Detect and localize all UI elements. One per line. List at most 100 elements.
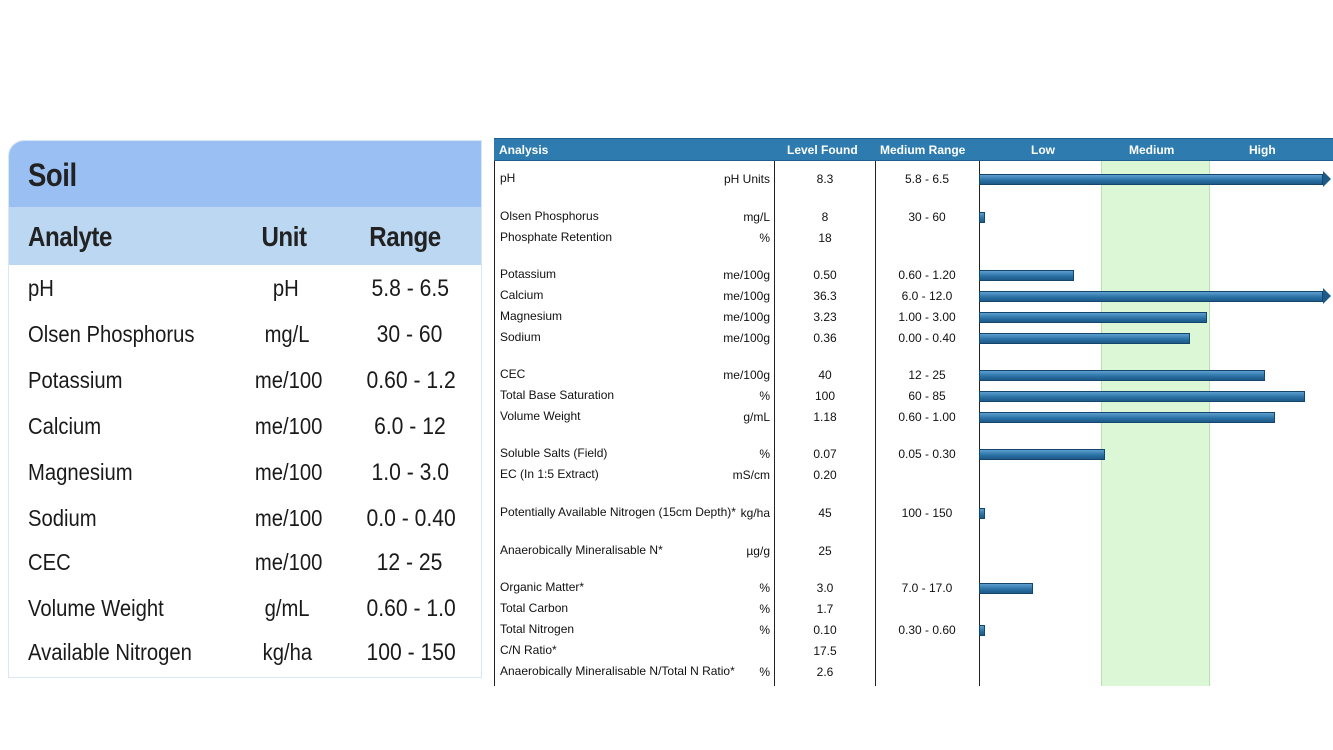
unit-cell: pH Units bbox=[723, 172, 770, 186]
header-level-found: Level Found bbox=[787, 143, 858, 157]
header-analyte: Analyte bbox=[28, 221, 112, 252]
report-row: pH pH Units 8.3 5.8 - 6.5 bbox=[495, 169, 1333, 190]
header-medium: Medium bbox=[1129, 143, 1175, 157]
analyte-cell: Magnesium bbox=[500, 309, 563, 323]
level-bar bbox=[979, 291, 1323, 302]
unit-cell: % bbox=[759, 665, 770, 679]
table-title-bar: Soil bbox=[9, 141, 481, 207]
level-found-cell: 8 bbox=[821, 210, 829, 224]
unit-cell: % bbox=[759, 602, 770, 616]
level-found-cell: 18 bbox=[818, 231, 832, 245]
analyte-cell: Calcium bbox=[28, 413, 102, 439]
level-found-cell: 3.0 bbox=[816, 581, 834, 595]
level-found-cell: 8.3 bbox=[816, 172, 834, 186]
analyte-cell: Volume Weight bbox=[500, 409, 581, 423]
report-row: Total Nitrogen% 0.10 0.30 - 0.60 bbox=[495, 620, 1333, 641]
report-row: EC (In 1:5 Extract) mS/cm 0.20 bbox=[495, 465, 1333, 486]
medium-range-cell: 0.00 - 0.40 bbox=[898, 331, 956, 345]
analyte-cell: Anaerobically Mineralisable N/Total N Ra… bbox=[500, 664, 735, 678]
table-title: Soil bbox=[28, 157, 77, 193]
analyte-cell: Phosphate Retention bbox=[500, 230, 613, 244]
analyte-cell: Sodium bbox=[500, 330, 541, 344]
soil-ranges-table: Soil Analyte Unit Range pH pH 5.8 - 6.5 Ols… bbox=[8, 140, 482, 678]
table-row: Olsen Phosphorus mg/L 30 - 60 bbox=[9, 311, 481, 355]
medium-range-cell: 6.0 - 12.0 bbox=[901, 289, 953, 303]
analyte-cell: Potassium bbox=[28, 367, 123, 393]
level-bar bbox=[979, 174, 1323, 185]
unit-cell: me/100 bbox=[254, 459, 323, 485]
unit-cell: % bbox=[759, 623, 770, 637]
medium-range-cell: 0.30 - 0.60 bbox=[898, 623, 956, 637]
analyte-cell: CEC bbox=[28, 549, 71, 575]
level-found-cell: 0.20 bbox=[813, 468, 837, 482]
column-divider bbox=[774, 161, 775, 686]
unit-cell: % bbox=[759, 581, 770, 595]
table-row: Magnesium me/100 1.0 - 3.0 bbox=[9, 449, 481, 493]
report-row: Total Carbon% 1.7 bbox=[495, 599, 1333, 620]
unit-cell: me/100g bbox=[723, 310, 770, 324]
analyte-cell: pH bbox=[28, 275, 54, 301]
unit-cell: µg/g bbox=[746, 544, 770, 558]
unit-cell: me/100 bbox=[254, 549, 323, 575]
report-row: C/N Ratio* 17.5 bbox=[495, 641, 1333, 662]
report-row: Volume Weight g/mL 1.18 0.60 - 1.00 bbox=[495, 407, 1333, 428]
analyte-cell: Magnesium bbox=[28, 459, 133, 485]
table-row: Sodium me/100 0.0 - 0.40 bbox=[9, 495, 481, 539]
level-found-cell: 100 bbox=[814, 389, 836, 403]
level-found-cell: 36.3 bbox=[813, 289, 837, 303]
analyte-cell: C/N Ratio* bbox=[500, 643, 557, 657]
medium-range-cell: 30 - 60 bbox=[908, 210, 946, 224]
unit-cell: me/100 bbox=[254, 413, 323, 439]
report-body: pH pH Units 8.3 5.8 - 6.5 Olsen Phosphorus mg… bbox=[494, 161, 1333, 686]
level-found-cell: 0.36 bbox=[813, 331, 837, 345]
analyte-cell: Sodium bbox=[28, 505, 97, 531]
unit-cell: g/mL bbox=[743, 410, 770, 424]
report-row: CEC me/100g 40 12 - 25 bbox=[495, 365, 1333, 386]
unit-cell: % bbox=[759, 447, 770, 461]
unit-cell: mS/cm bbox=[732, 468, 770, 482]
level-bar bbox=[979, 508, 985, 519]
table-row: Calcium me/100 6.0 - 12 bbox=[9, 403, 481, 447]
level-bar bbox=[979, 625, 985, 636]
table-row: CEC me/100 12 - 25 bbox=[9, 539, 481, 583]
header-low: Low bbox=[1031, 143, 1055, 157]
unit-cell: me/100g bbox=[723, 368, 770, 382]
medium-range-cell: 0.05 - 0.30 bbox=[898, 447, 956, 461]
level-bar bbox=[979, 212, 985, 223]
medium-range-cell: 5.8 - 6.5 bbox=[904, 172, 950, 186]
analyte-cell: CEC bbox=[500, 367, 526, 381]
range-cell: 0.0 - 0.40 bbox=[366, 505, 456, 532]
range-cell: 0.60 - 1.2 bbox=[366, 367, 456, 394]
table-row: Potassium me/100 0.60 - 1.2 bbox=[9, 357, 481, 401]
level-bar bbox=[979, 412, 1275, 423]
level-bar bbox=[979, 333, 1190, 344]
level-bar bbox=[979, 391, 1305, 402]
level-bar bbox=[979, 449, 1105, 460]
analyte-cell: Volume Weight bbox=[28, 595, 164, 621]
analyte-cell: Potassium bbox=[500, 267, 557, 281]
range-cell: 100 - 150 bbox=[366, 639, 456, 666]
analyte-cell: Potentially Available Nitrogen (15cm Dep… bbox=[500, 505, 736, 519]
column-divider bbox=[979, 161, 980, 686]
unit-cell: kg/ha bbox=[262, 639, 313, 665]
soil-analysis-report: Analysis Level Found Medium Range Low Me… bbox=[494, 138, 1333, 686]
analyte-cell: Total Base Saturation bbox=[500, 388, 615, 402]
level-found-cell: 40 bbox=[818, 368, 832, 382]
table-row: Volume Weight g/mL 0.60 - 1.0 bbox=[9, 585, 481, 629]
unit-cell: kg/ha bbox=[740, 506, 770, 520]
analyte-cell: Organic Matter* bbox=[500, 580, 585, 594]
level-found-cell: 45 bbox=[818, 506, 832, 520]
overflow-arrow-icon bbox=[1323, 171, 1331, 187]
level-found-cell: 17.5 bbox=[813, 644, 837, 658]
unit-cell: me/100g bbox=[723, 268, 770, 282]
medium-range-cell: 1.00 - 3.00 bbox=[898, 310, 956, 324]
report-row: Sodium me/100g 0.36 0.00 - 0.40 bbox=[495, 328, 1333, 349]
report-header-row: Analysis Level Found Medium Range Low Me… bbox=[494, 138, 1333, 161]
report-row: Phosphate Retention% 18 bbox=[495, 228, 1333, 249]
analyte-cell: Olsen Phosphorus bbox=[500, 209, 599, 223]
range-cell: 5.8 - 6.5 bbox=[371, 275, 450, 302]
medium-range-cell: 0.60 - 1.00 bbox=[898, 410, 956, 424]
medium-range-cell: 0.60 - 1.20 bbox=[898, 268, 956, 282]
analyte-cell: Total Carbon bbox=[500, 601, 569, 615]
analyte-cell: Soluble Salts (Field) bbox=[500, 446, 608, 460]
